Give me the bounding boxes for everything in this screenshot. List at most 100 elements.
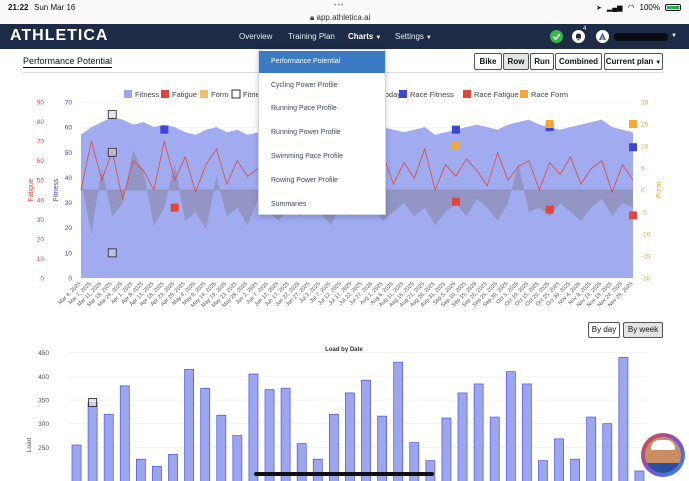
load-y-tick: 450 [38, 350, 49, 357]
url-text: app.athletica.ai [316, 13, 371, 22]
form-tick: 15 [641, 122, 649, 129]
form-tick: 0 [641, 188, 645, 195]
race-marker [170, 203, 179, 212]
nav-settings-label: Settings [395, 32, 424, 41]
nav-charts[interactable]: Charts ▼ [348, 32, 381, 41]
load-bar [248, 373, 259, 481]
menu-swimming-pace-profile[interactable]: Swimming Pace Profile [271, 153, 343, 160]
user-menu-chevron-icon[interactable]: ▼ [671, 33, 677, 39]
menu-performance-potential[interactable]: Performance Potential [259, 51, 385, 73]
load-bar [554, 438, 564, 481]
legend-swatch [399, 90, 407, 98]
load-bar [586, 416, 597, 481]
charts-dropdown-menu: Performance Potential Cycling Power Prof… [258, 49, 386, 215]
legend-swatch [124, 90, 132, 98]
fitness-tick: 30 [65, 200, 73, 207]
load-bar [200, 387, 211, 481]
sport-run-button[interactable]: Run [530, 53, 554, 70]
fitness-tick: 60 [65, 125, 73, 132]
support-avatar[interactable] [641, 433, 685, 477]
plan-select-label: Current plan [605, 57, 654, 66]
legend-label: Race Fatigue [474, 90, 519, 99]
multitask-dots-icon[interactable]: ••• [334, 2, 345, 9]
load-bar [457, 392, 468, 481]
load-chart-title: Load by Date [325, 347, 363, 353]
check-status-icon[interactable] [550, 30, 563, 43]
race-marker [451, 142, 460, 150]
nav-settings[interactable]: Settings ▼ [395, 32, 432, 41]
nav-overview[interactable]: Overview [239, 32, 273, 41]
nav-training-plan[interactable]: Training Plan [288, 32, 335, 41]
load-bar [393, 361, 404, 481]
notification-count: 4 [583, 26, 587, 32]
legend-swatch [520, 90, 528, 98]
race-marker [629, 120, 637, 128]
menu-running-pace-profile[interactable]: Running Pace Profile [271, 105, 337, 112]
race-marker [545, 120, 554, 128]
load-bar [521, 383, 532, 481]
race-marker [160, 125, 169, 134]
load-bar [425, 460, 436, 481]
wifi-icon: ◠ [627, 3, 635, 12]
load-bar [441, 417, 452, 481]
load-bar [296, 443, 307, 481]
load-bar [87, 402, 98, 481]
menu-cycling-power-profile[interactable]: Cycling Power Profile [271, 82, 338, 89]
load-bar [505, 371, 516, 481]
load-bar [377, 415, 388, 481]
athlete-logo-icon[interactable] [596, 30, 609, 43]
load-bar [184, 368, 195, 481]
load-y-tick: 250 [38, 445, 49, 452]
fitness-tick: 70 [65, 100, 73, 107]
sport-row-button[interactable]: Row [503, 53, 529, 70]
load-bar [152, 465, 162, 481]
home-indicator[interactable] [254, 472, 434, 476]
form-axis-label: Form [656, 182, 663, 199]
load-bar [328, 413, 339, 481]
load-bar [135, 458, 146, 481]
menu-rowing-power-profile[interactable]: Rowing Power Profile [271, 177, 338, 184]
fatigue-tick: 90 [37, 100, 45, 107]
user-name-redacted[interactable] [614, 33, 668, 41]
load-bar [119, 385, 130, 481]
sport-combined-button[interactable]: Combined [555, 53, 602, 70]
load-y-tick: 300 [38, 421, 49, 428]
load-bar [409, 442, 420, 481]
url-bar[interactable]: 🔒︎ app.athletica.ai [310, 13, 370, 23]
sport-bike-button[interactable]: Bike [474, 53, 502, 70]
fitness-tick: 20 [65, 225, 73, 232]
load-bar [280, 387, 291, 481]
legend-swatch [463, 90, 471, 98]
by-week-button[interactable]: By week [623, 322, 663, 338]
today-marker [107, 248, 117, 258]
load-bar [634, 470, 645, 481]
nav-charts-label: Charts [348, 32, 374, 41]
load-bar [264, 389, 275, 481]
load-bar [216, 414, 227, 481]
form-tick: -5 [641, 210, 647, 217]
menu-summaries[interactable]: Summaries [271, 201, 307, 208]
form-tick: 10 [641, 144, 649, 151]
fatigue-tick: 20 [37, 236, 45, 243]
load-bar [602, 423, 613, 481]
load-bar [489, 416, 500, 481]
plan-select[interactable]: Current plan ▼ [604, 53, 663, 70]
load-bar [71, 444, 82, 481]
load-bar [473, 383, 484, 481]
today-marker [107, 147, 117, 157]
signal-icon: ▂▄▆ [606, 4, 623, 12]
by-day-button[interactable]: By day [588, 322, 620, 338]
legend-swatch [200, 90, 208, 98]
logo[interactable]: ATHLETICA [10, 27, 109, 44]
chevron-down-icon: ▼ [655, 60, 662, 66]
form-tick: 20 [641, 100, 649, 107]
menu-running-power-profile[interactable]: Running Power Profile [271, 129, 341, 136]
avatar-cap [651, 440, 675, 450]
load-bar [345, 392, 355, 481]
notification-bell-icon[interactable] [572, 30, 585, 43]
fatigue-tick: 60 [37, 158, 45, 165]
load-bar [312, 458, 323, 481]
status-date: Sun Mar 16 [34, 3, 76, 12]
fatigue-axis-label: Fatigue [28, 178, 35, 201]
legend-label: Race Form [531, 90, 568, 99]
